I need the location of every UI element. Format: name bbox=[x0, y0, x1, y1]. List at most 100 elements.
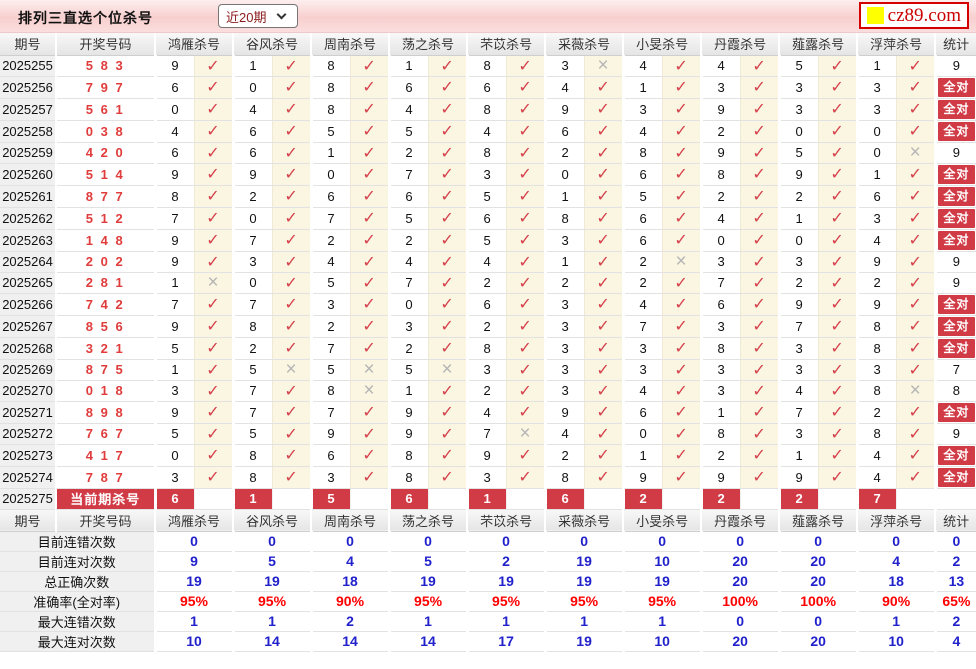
kill-result: ✓ bbox=[661, 466, 702, 489]
kill-number: 3 bbox=[543, 293, 585, 316]
stat-cell: 9 bbox=[933, 251, 976, 273]
kill-result: ✓ bbox=[739, 272, 780, 294]
check-icon: ✓ bbox=[206, 57, 220, 75]
check-icon: ✓ bbox=[284, 101, 298, 118]
kill-result: ✓ bbox=[505, 359, 546, 381]
kill-result: ✓ bbox=[193, 142, 234, 164]
table-row: 2025263 1 4 8 9 ✓ 7 ✓ 2 ✓ 2 ✓ 5 ✓ 3 ✓ 6 ✓ 0 ✓ 0 ✓ 4 ✓ 全对 bbox=[0, 229, 976, 252]
kill-result: ✓ bbox=[427, 251, 468, 273]
check-icon: ✓ bbox=[674, 166, 688, 183]
check-icon: ✓ bbox=[830, 425, 844, 443]
kill-result: ✓ bbox=[427, 293, 468, 316]
check-icon: ✓ bbox=[284, 340, 298, 357]
kill-number: 6 bbox=[621, 163, 663, 186]
kill-result: ✓ bbox=[193, 466, 234, 489]
summary-value: 95% bbox=[387, 591, 468, 612]
kill-number: 4 bbox=[855, 444, 897, 467]
kill-result: ✓ bbox=[583, 315, 624, 338]
summary-value: 0 bbox=[855, 531, 936, 552]
kill-result: ✓ bbox=[427, 55, 468, 77]
check-icon: ✓ bbox=[284, 469, 298, 486]
kill-result: × bbox=[427, 359, 468, 381]
draw-numbers: 5 6 1 bbox=[56, 98, 155, 121]
kill-number: 7 bbox=[387, 163, 429, 186]
summary-value: 95% bbox=[231, 591, 312, 612]
kill-result: ✓ bbox=[583, 272, 624, 294]
kill-number: 9 bbox=[465, 444, 507, 467]
check-icon: ✓ bbox=[206, 469, 220, 486]
check-icon: ✓ bbox=[284, 382, 298, 400]
check-icon: ✓ bbox=[830, 274, 844, 292]
check-icon: ✓ bbox=[908, 210, 922, 227]
table-row: 2025266 7 4 2 7 ✓ 7 ✓ 3 ✓ 0 ✓ 6 ✓ 3 ✓ 4 ✓ 6 ✓ 9 ✓ 9 ✓ 全对 bbox=[0, 293, 976, 316]
check-icon: ✓ bbox=[596, 210, 610, 227]
kill-result: ✓ bbox=[193, 55, 234, 77]
kill-result: × bbox=[349, 380, 390, 402]
kill-result: ✓ bbox=[583, 444, 624, 467]
kill-number: 8 bbox=[465, 98, 507, 121]
kill-number: 1 bbox=[543, 185, 585, 208]
check-icon: ✓ bbox=[362, 232, 376, 249]
summary-value: 19 bbox=[621, 571, 702, 592]
table-row: 2025274 7 8 7 3 ✓ 8 ✓ 3 ✓ 8 ✓ 3 ✓ 8 ✓ 9 ✓ 9 ✓ 9 ✓ 4 ✓ 全对 bbox=[0, 466, 976, 489]
check-icon: ✓ bbox=[206, 101, 220, 118]
kill-number: 1 bbox=[777, 444, 819, 467]
kill-number: 9 bbox=[699, 466, 741, 489]
period-cell: 2025260 bbox=[0, 163, 57, 186]
check-icon: ✓ bbox=[518, 253, 532, 271]
header-kill-5: 芣苡杀号 bbox=[466, 509, 546, 532]
check-icon: ✓ bbox=[518, 404, 532, 421]
check-icon: ✓ bbox=[596, 447, 610, 464]
summary-value: 14 bbox=[387, 631, 468, 652]
kill-number: 2 bbox=[699, 444, 741, 467]
table-row: 2025257 5 6 1 0 ✓ 4 ✓ 8 ✓ 4 ✓ 8 ✓ 9 ✓ 3 ✓ 9 ✓ 3 ✓ 3 ✓ 全对 bbox=[0, 98, 976, 121]
header-kill-10: 浮萍杀号 bbox=[856, 33, 936, 56]
kill-number: 9 bbox=[855, 251, 897, 273]
check-icon: ✓ bbox=[674, 210, 688, 227]
table-row: 2025261 8 7 7 8 ✓ 2 ✓ 6 ✓ 6 ✓ 5 ✓ 1 ✓ 5 ✓ 2 ✓ 2 ✓ 6 ✓ 全对 bbox=[0, 185, 976, 208]
kill-result: ✓ bbox=[271, 55, 312, 77]
header-kill-1: 鸿雁杀号 bbox=[153, 33, 234, 56]
cross-icon: × bbox=[519, 423, 531, 444]
range-select[interactable]: 近20期 bbox=[218, 4, 298, 28]
summary-value: 0 bbox=[699, 611, 780, 632]
check-icon: ✓ bbox=[830, 361, 844, 379]
kill-number: 7 bbox=[777, 315, 819, 338]
check-icon: ✓ bbox=[752, 188, 766, 205]
kill-result: ✓ bbox=[505, 315, 546, 338]
summary-stat: 2 bbox=[933, 611, 976, 632]
summary-value: 95% bbox=[465, 591, 546, 612]
kill-number: 2 bbox=[387, 337, 429, 360]
kill-number: 0 bbox=[543, 163, 585, 186]
header-kill-6: 采薇杀号 bbox=[544, 509, 624, 532]
draw-numbers: 5 8 3 bbox=[56, 55, 155, 77]
kill-number: 9 bbox=[309, 423, 351, 445]
kill-number: 7 bbox=[387, 272, 429, 294]
summary-value: 19 bbox=[543, 551, 624, 572]
check-icon: ✓ bbox=[908, 361, 922, 379]
kill-number: 7 bbox=[231, 401, 273, 424]
summary-stat: 0 bbox=[933, 531, 976, 552]
check-icon: ✓ bbox=[752, 318, 766, 335]
period-cell: 2025256 bbox=[0, 76, 57, 99]
kill-number: 4 bbox=[855, 466, 897, 489]
stat-cell bbox=[933, 488, 976, 510]
check-icon: ✓ bbox=[830, 188, 844, 205]
kill-number: 9 bbox=[387, 423, 429, 445]
kill-result: ✓ bbox=[427, 120, 468, 143]
check-icon: ✓ bbox=[284, 79, 298, 96]
draw-numbers: 5 1 4 bbox=[56, 163, 155, 186]
kill-number: 3 bbox=[699, 380, 741, 402]
kill-result: ✓ bbox=[583, 229, 624, 252]
check-icon: ✓ bbox=[752, 274, 766, 292]
site-logo-link[interactable]: cz89.com bbox=[858, 2, 969, 29]
kill-result: ✓ bbox=[817, 185, 858, 208]
header-kill-4: 荡之杀号 bbox=[388, 509, 468, 532]
check-icon: ✓ bbox=[596, 79, 610, 96]
check-icon: ✓ bbox=[752, 166, 766, 183]
period-cell: 2025255 bbox=[0, 55, 57, 77]
kill-result: ✓ bbox=[661, 272, 702, 294]
check-icon: ✓ bbox=[362, 404, 376, 421]
stat-cell: 全对 bbox=[933, 163, 976, 186]
kill-number: 3 bbox=[777, 98, 819, 121]
